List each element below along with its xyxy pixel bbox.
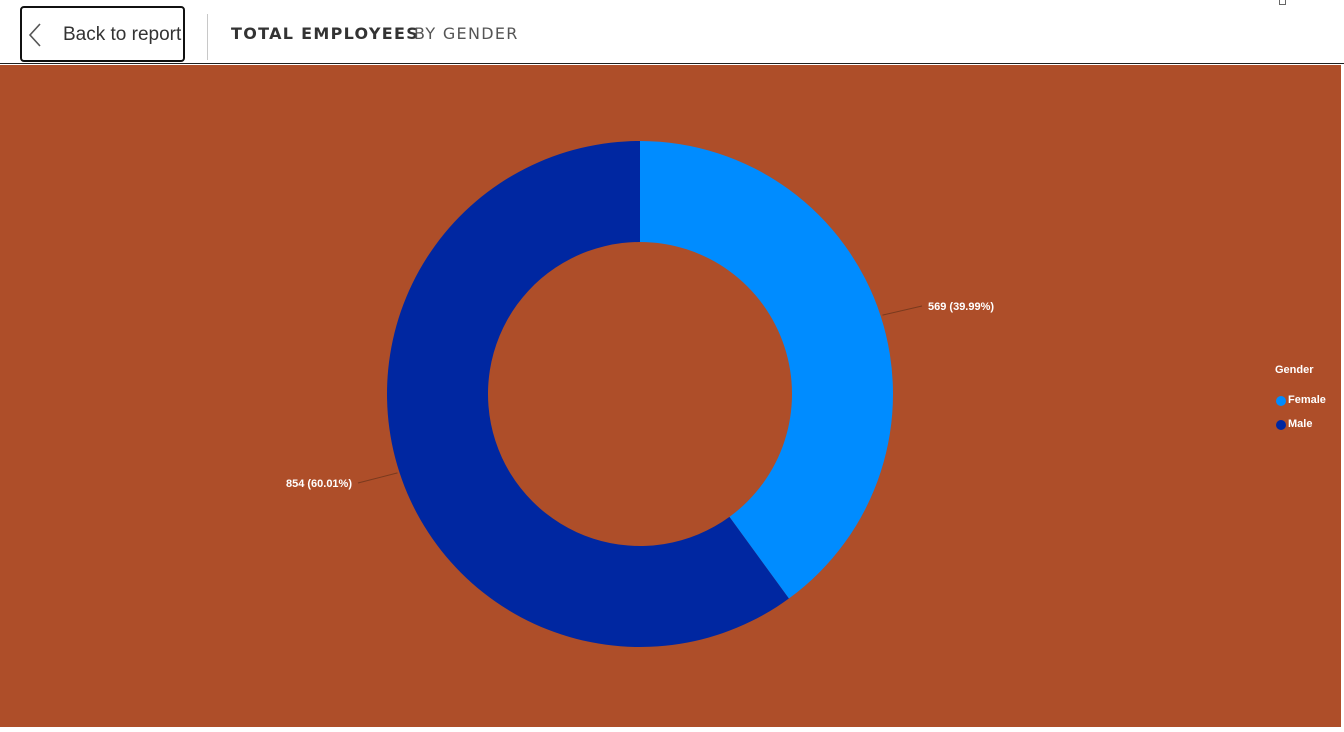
legend-label: Female [1288,394,1326,406]
legend-title: Gender [1275,364,1314,376]
breadcrumb-metric: TOTAL EMPLOYEES [231,24,420,43]
leader-line-female [882,305,923,316]
back-button-label: Back to report [63,24,182,45]
scroll-edge [1341,65,1344,727]
chevron-left-icon [28,23,41,47]
data-label-male: 854 (60.01%) [286,478,352,490]
legend-dot-icon [1276,420,1286,430]
chart-canvas: 569 (39.99%) 854 (60.01%) [0,65,1341,727]
back-to-report-button[interactable]: Back to report [20,6,185,62]
leader-line-male [357,472,398,484]
donut-slice-female[interactable] [640,141,893,599]
report-header: Back to report TOTAL EMPLOYEES BY GENDER [0,0,1344,64]
legend-label: Male [1288,418,1313,430]
focus-mode-icon[interactable] [1279,0,1286,5]
legend-dot-icon [1276,396,1286,406]
donut-slice-male[interactable] [387,141,789,647]
chart-legend: Gender Female Male [1275,364,1326,430]
legend-item-male[interactable]: Male [1275,400,1314,430]
header-divider [207,14,208,60]
donut-chart: 569 (39.99%) 854 (60.01%) [286,141,994,647]
breadcrumb-dimension: BY GENDER [414,24,519,43]
data-label-female: 569 (39.99%) [928,301,994,313]
legend-item-female[interactable]: Female [1275,376,1326,406]
